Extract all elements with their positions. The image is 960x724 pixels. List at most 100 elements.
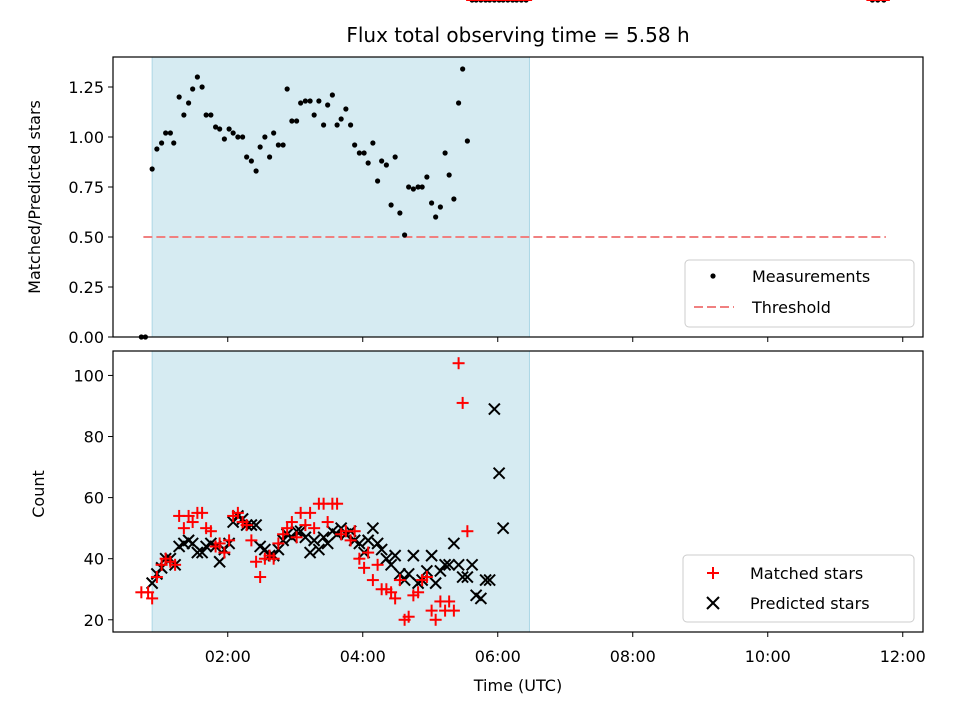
measurement-point — [235, 134, 241, 140]
matched-point — [177, 522, 190, 535]
measurement-point — [244, 154, 250, 160]
measurement-point — [402, 232, 408, 238]
predicted-point — [371, 537, 384, 550]
y-ticks-bottom: 20 40 60 80 100 — [73, 366, 113, 630]
y-ticks-top: 0.00 0.25 0.50 0.75 1.00 1.25 — [68, 78, 113, 347]
measurement-point — [163, 130, 169, 136]
measurement-point — [442, 150, 448, 156]
matched-point — [412, 586, 425, 599]
matched-point — [443, 595, 456, 608]
legend-marker-matched — [707, 567, 719, 579]
matched-point — [344, 534, 357, 547]
measurement-point — [275, 142, 281, 148]
measurement-point — [388, 202, 394, 208]
measurement-point — [379, 158, 385, 164]
predicted-point — [272, 543, 285, 556]
predicted-point — [402, 567, 415, 581]
y-tick-label-bottom: 60 — [84, 489, 104, 508]
matched-point — [218, 546, 231, 559]
matched-point — [429, 613, 442, 626]
matched-point — [285, 516, 298, 529]
measurement-point — [316, 98, 322, 104]
measurement-point — [262, 134, 268, 140]
matched-point — [150, 571, 163, 584]
measurement-point — [361, 150, 367, 156]
legend-label-threshold: Threshold — [751, 298, 831, 317]
matched-point — [146, 592, 159, 605]
measurement-point — [370, 140, 376, 146]
matched-point — [452, 357, 465, 370]
measurement-point — [171, 140, 177, 146]
measurement-point — [415, 184, 421, 190]
matched-point — [250, 555, 263, 568]
matched-point — [366, 574, 379, 587]
measurement-point — [456, 100, 462, 106]
predicted-point — [361, 534, 375, 547]
predicted-point — [299, 531, 312, 544]
predicted-point — [312, 543, 326, 556]
y-tick-label-top: 0.00 — [68, 328, 104, 347]
predicted-point — [483, 573, 496, 587]
predicted-point — [452, 558, 465, 572]
measurement-point — [280, 142, 286, 148]
measurement-point — [221, 136, 227, 142]
y-axis-label-top: Matched/Predicted stars — [25, 100, 44, 294]
predicted-point — [321, 537, 334, 550]
matched-point — [204, 525, 217, 538]
matched-point — [358, 561, 371, 574]
predicted-point — [191, 546, 204, 559]
measurement-point — [397, 210, 403, 216]
measurement-point — [167, 130, 173, 136]
matched-point — [385, 586, 398, 599]
matched-point — [142, 586, 155, 599]
predicted-point — [388, 549, 402, 562]
predicted-point — [442, 558, 456, 572]
matched-point — [272, 537, 285, 550]
matched-point — [371, 558, 384, 571]
measurement-point — [302, 98, 308, 104]
measurement-point — [329, 92, 335, 98]
y-tick-label-bottom: 100 — [73, 366, 104, 385]
measurement-point — [159, 140, 165, 146]
predicted-point — [447, 537, 461, 550]
x-tick-label: 08:00 — [610, 647, 656, 666]
plot-frame-bottom — [112, 350, 924, 633]
x-tick-label: 02:00 — [205, 647, 251, 666]
matched-point — [420, 571, 433, 584]
legend-label-matched: Matched stars — [750, 564, 863, 583]
predicted-point — [465, 558, 479, 572]
y-tick-label-bottom: 40 — [84, 550, 104, 569]
matched-point — [348, 525, 361, 538]
matched-point — [196, 506, 209, 519]
measurement-point — [338, 116, 344, 122]
measurement-point — [356, 150, 362, 156]
predicted-point — [213, 555, 226, 568]
predicted-point — [366, 521, 380, 535]
matched-point — [321, 516, 334, 529]
predicted-point — [492, 466, 506, 480]
matched-point — [277, 528, 290, 541]
measurement-point — [433, 214, 439, 220]
measurement-point — [208, 112, 214, 118]
chart-title: Flux total observing time = 5.58 h — [346, 23, 689, 47]
y-tick-label-top: 1.25 — [68, 78, 104, 97]
matched-point — [182, 509, 195, 522]
measurement-point — [451, 196, 457, 202]
measurement-point — [325, 102, 331, 108]
predicted-point — [249, 518, 263, 532]
y-axis-label-bottom: Count — [29, 470, 48, 518]
measurement-point — [321, 122, 327, 128]
legend-top: Measurements Threshold — [684, 259, 915, 328]
measurement-point — [334, 122, 340, 128]
measurement-point — [190, 86, 196, 92]
measurement-point — [437, 204, 443, 210]
matched-point — [362, 546, 375, 559]
x-tick-label: 04:00 — [340, 647, 386, 666]
predicted-point — [425, 549, 438, 562]
predicted-point — [488, 402, 501, 416]
measurement-point — [213, 124, 219, 130]
legend-box-bottom — [682, 554, 915, 623]
measurement-point — [392, 154, 398, 160]
predicted-point — [303, 546, 317, 559]
